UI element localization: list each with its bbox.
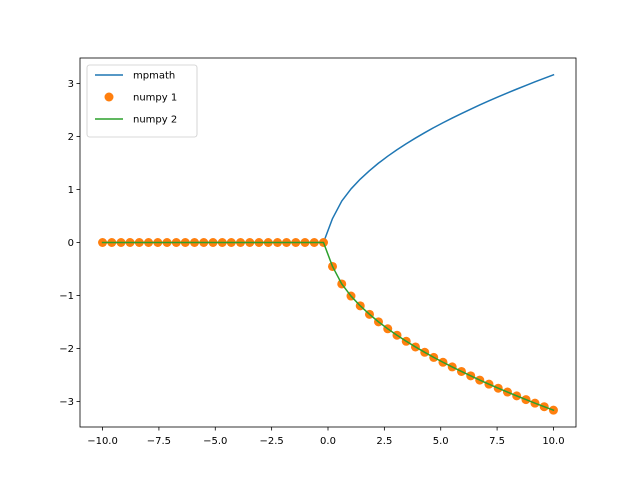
legend-label-numpy-2: numpy 2 [133, 115, 177, 126]
y-tick-label: 1 [68, 185, 74, 196]
x-tick-label: 2.5 [376, 436, 392, 447]
legend: mpmath numpy 1 numpy 2 [86, 64, 198, 138]
series-line-numpy-2 [101, 241, 555, 412]
y-tick-label: −3 [59, 397, 74, 408]
legend-label-mpmath: mpmath [133, 71, 175, 82]
y-tick-label: −1 [59, 291, 74, 302]
x-tick-label: −10.0 [87, 436, 118, 447]
series-layer [98, 73, 558, 415]
x-tick-label: 10.0 [542, 436, 564, 447]
x-tick-label: 0.0 [320, 436, 336, 447]
y-axis: −3 −2 −1 0 1 2 3 [59, 79, 80, 408]
y-tick-label: −2 [59, 344, 74, 355]
legend-label-numpy-1: numpy 1 [133, 93, 177, 104]
x-tick-label: 7.5 [489, 436, 505, 447]
y-tick-label: 3 [68, 79, 74, 90]
x-tick-label: −5.0 [203, 436, 227, 447]
x-tick-label: −7.5 [147, 436, 171, 447]
x-tick-label: 5.0 [433, 436, 449, 447]
legend-swatch-numpy-1 [104, 92, 114, 102]
y-tick-label: 2 [68, 132, 74, 143]
x-tick-label: −2.5 [259, 436, 283, 447]
y-tick-label: 0 [68, 238, 74, 249]
x-axis: −10.0 −7.5 −5.0 −2.5 0.0 2.5 5.0 7.5 10.0 [87, 427, 565, 447]
